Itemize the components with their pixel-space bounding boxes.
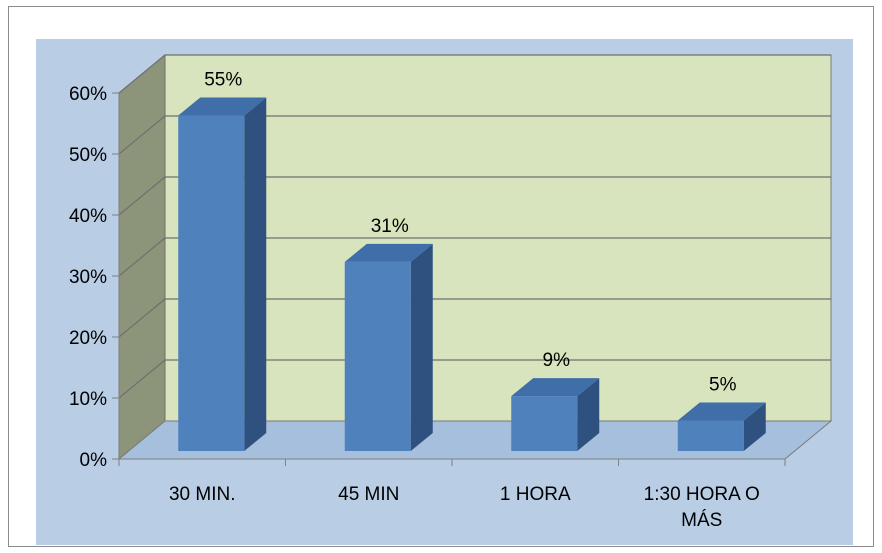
gridline — [118, 176, 831, 216]
bar-1 — [178, 97, 267, 451]
data-label: 9% — [543, 350, 571, 371]
gridline — [118, 359, 831, 399]
y-tick-label: 10% — [69, 389, 107, 410]
bar-side — [410, 243, 433, 451]
bar-side — [244, 97, 267, 451]
bar-top — [511, 378, 600, 397]
bar-top — [178, 97, 267, 116]
y-tick-label: 0% — [80, 450, 108, 471]
y-tick-label: 50% — [69, 145, 107, 166]
bar-front — [178, 115, 245, 451]
x-tick-label: 1 HORA — [500, 484, 571, 505]
gridline — [118, 237, 831, 277]
y-tick-label: 40% — [69, 206, 107, 227]
data-label: 31% — [371, 216, 409, 237]
bar-3 — [511, 378, 600, 451]
bar-chart: 0% 10% 20% 30% 40% 50% 60% 30 MIN. 45 MIN 1 HORA 1… — [36, 39, 853, 545]
y-tick-label: 60% — [69, 84, 107, 105]
data-label: 55% — [204, 70, 242, 91]
bar-front — [344, 261, 411, 451]
x-tick-label: 45 MIN — [338, 484, 399, 505]
y-tick-label: 30% — [69, 267, 107, 288]
y-tick-label: 20% — [69, 328, 107, 349]
x-tick-label: 30 MIN. — [169, 484, 236, 505]
data-label: 5% — [709, 375, 737, 396]
bar-top — [344, 243, 433, 262]
bar-2 — [344, 243, 433, 451]
gridline — [118, 298, 831, 338]
bar-side — [577, 378, 600, 451]
bar-side — [743, 402, 766, 451]
bar-front — [511, 396, 578, 451]
x-tick-label: 1:30 HORA O MÁS — [644, 484, 760, 531]
bar-4 — [677, 402, 766, 451]
chart-frame: 0% 10% 20% 30% 40% 50% 60% 30 MIN. 45 MIN 1 HORA 1… — [8, 6, 874, 547]
bar-front — [677, 420, 744, 451]
bar-top — [677, 402, 766, 421]
gridline — [118, 115, 831, 155]
gridline — [118, 54, 831, 94]
